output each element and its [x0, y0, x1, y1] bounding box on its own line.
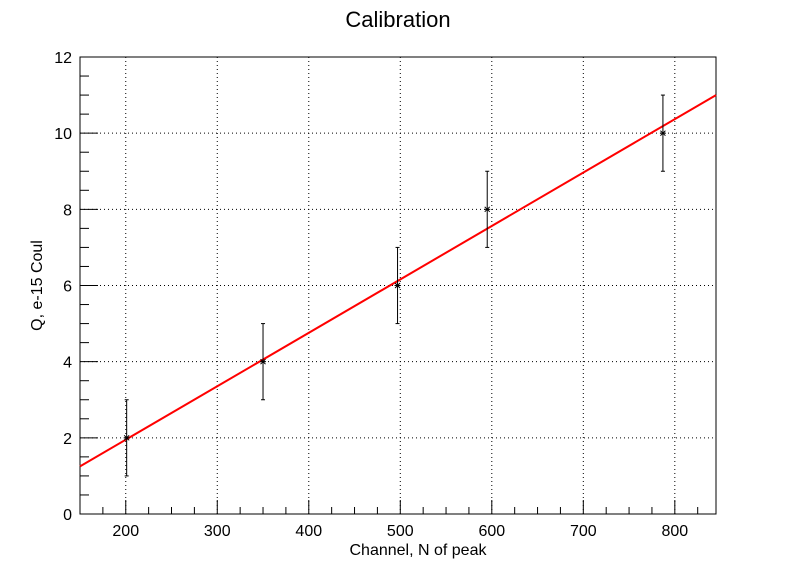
y-tick-label: 4	[63, 355, 72, 372]
y-tick-label: 0	[63, 507, 72, 524]
y-tick-label: 12	[54, 50, 72, 67]
grid	[80, 57, 716, 514]
data-point	[394, 246, 401, 325]
data-points	[123, 94, 666, 477]
y-axis-label: Q, e-15 Coul	[29, 240, 46, 331]
x-tick-label: 500	[387, 523, 414, 540]
data-point	[260, 323, 267, 401]
data-point	[123, 399, 130, 477]
x-tick-label: 700	[570, 523, 597, 540]
x-tick-label: 300	[204, 523, 231, 540]
data-point	[484, 170, 491, 248]
marker-d2	[260, 358, 266, 365]
marker-d2	[123, 434, 130, 441]
y-tick-label: 6	[63, 279, 72, 296]
y-tick-label: 10	[54, 126, 72, 143]
y-tick-label: 2	[63, 431, 72, 448]
y-tick-label: 8	[63, 202, 72, 219]
x-tick-label: 400	[295, 523, 322, 540]
marker-d2	[394, 282, 401, 289]
x-tick-label: 600	[478, 523, 505, 540]
x-tick-label: 800	[661, 523, 688, 540]
marker-d2	[660, 130, 666, 137]
x-tick-label: 200	[112, 523, 139, 540]
axis-ticks: 200 300 400 500 600 700 800 0 2 4 6 8 10 12	[54, 50, 699, 540]
marker-d2	[484, 206, 491, 213]
chart-title: Calibration	[345, 7, 450, 32]
data-point	[659, 94, 666, 172]
x-axis-label: Channel, N of peak	[350, 542, 488, 559]
